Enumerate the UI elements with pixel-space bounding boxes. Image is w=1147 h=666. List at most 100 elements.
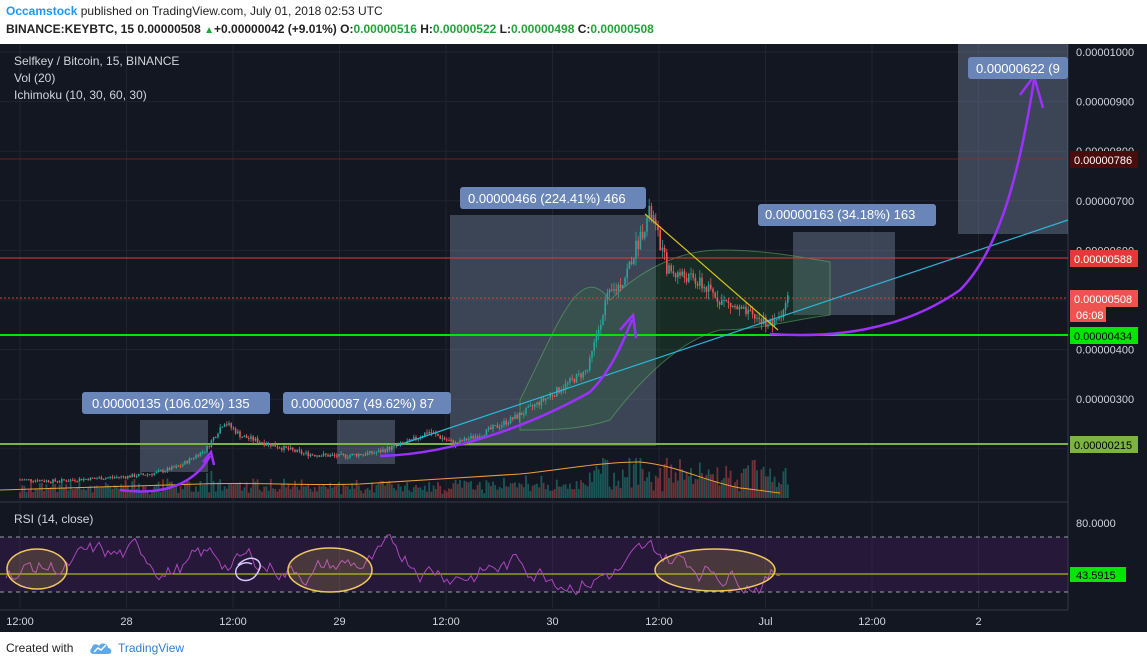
volume-bar (291, 486, 294, 498)
volume-bar (452, 483, 455, 498)
volume-bar (709, 474, 712, 498)
rsi-pane[interactable] (0, 503, 1068, 609)
candle-body (228, 423, 230, 425)
candle-body (195, 455, 197, 459)
volume-bar (307, 483, 310, 498)
candle-body (663, 247, 666, 253)
volume-bar (234, 482, 237, 498)
tradingview-cloud-icon[interactable] (88, 640, 114, 656)
trendline-cyan[interactable] (395, 219, 1069, 447)
chart-canvas[interactable]: 0.00000135 (106.02%) 135 0.00000087 (49.… (0, 44, 1147, 632)
candle-body (424, 432, 426, 437)
candle-body (294, 449, 296, 452)
volume-bar (221, 490, 224, 498)
volume-bar (415, 484, 417, 498)
candle-body (538, 402, 540, 406)
volume-bar (78, 478, 81, 498)
candle-body (307, 452, 309, 457)
measure-label-2: 0.00000087 (49.62%) 87 (291, 396, 434, 411)
trendline-yellow[interactable] (644, 213, 779, 331)
candle-body (186, 461, 188, 464)
volume-bar (646, 477, 648, 498)
candle-body (160, 470, 162, 472)
candle-body (606, 292, 609, 301)
candle-body (681, 271, 683, 276)
volume-bar (465, 481, 468, 498)
volume-bar (604, 459, 607, 498)
candle-body (701, 277, 703, 289)
volume-bar (542, 482, 545, 498)
candle-body (657, 224, 659, 231)
volume-bar (694, 478, 697, 498)
volume-bar (111, 488, 114, 498)
measure-labels: 0.00000135 (106.02%) 135 0.00000087 (49.… (82, 57, 1068, 414)
volume-bar (503, 477, 505, 498)
candle-body (144, 474, 147, 476)
volume-bar (395, 490, 398, 498)
candle-body (721, 300, 723, 305)
high-label: H: (420, 22, 433, 36)
volume-bar (122, 486, 125, 498)
volume-bar (439, 485, 442, 498)
volume-bar (261, 491, 263, 498)
author-link[interactable]: Occamstock (6, 4, 78, 18)
time-axis[interactable]: 12:00 28 12:00 29 12:00 30 12:00 Jul 12:00 2 (6, 616, 981, 628)
volume-bar (43, 490, 46, 498)
candle-body (760, 318, 763, 324)
legend-ichimoku: Ichimoku (10, 30, 60, 30) (14, 88, 147, 102)
volume-bar (522, 487, 525, 498)
legend-rsi: RSI (14, close) (14, 512, 93, 526)
candle-body (193, 458, 195, 460)
candle-body (567, 382, 569, 384)
purple-curve-2 (379, 312, 638, 458)
volume-bar (758, 491, 761, 498)
candle-body (542, 398, 545, 401)
candle-body (285, 445, 287, 448)
candle-body (492, 425, 494, 430)
volume-bar (573, 489, 576, 498)
volume-bar (214, 491, 217, 498)
candle-body (270, 443, 272, 447)
time-tick: 12:00 (6, 616, 34, 628)
candle-body (314, 455, 316, 457)
volume-bar (782, 471, 785, 498)
volume-bar (41, 483, 43, 498)
candle-body (518, 412, 521, 419)
candle-body (349, 455, 351, 458)
candle-body (496, 425, 499, 428)
volume-bar (725, 465, 728, 498)
volume-bar (511, 483, 514, 498)
candle-body (219, 427, 221, 434)
volume-bar (670, 464, 673, 498)
volume-bar (507, 486, 510, 498)
volume-bar (146, 491, 149, 498)
candle-body (19, 479, 21, 481)
candle-body (133, 474, 136, 477)
volume-bar (298, 489, 301, 498)
volume-bar (201, 484, 204, 498)
candle-body (338, 454, 340, 457)
candle-body (553, 396, 556, 398)
volume-bar (124, 480, 127, 498)
candle-body (595, 335, 598, 343)
volume-bar (327, 488, 329, 498)
volume-bar (164, 489, 167, 498)
volume-bar (560, 486, 563, 498)
candle-body (65, 480, 67, 482)
volume-bar (408, 490, 411, 498)
tradingview-brand-link[interactable]: TradingView (118, 641, 185, 655)
volume-bar (727, 477, 730, 498)
volume-bar (426, 491, 428, 498)
volume-bar (701, 473, 703, 498)
candle-body (23, 479, 26, 481)
measure-label-3: 0.00000466 (224.41%) 466 (468, 191, 626, 206)
price-pane[interactable] (0, 44, 1068, 502)
candle-body (487, 427, 490, 430)
volume-bar (404, 485, 406, 498)
volume-bar (153, 486, 156, 498)
volume-bar (89, 485, 92, 498)
candle-body (751, 310, 754, 315)
candle-body (261, 442, 263, 444)
volume-bar (443, 490, 446, 498)
volume-bar (553, 489, 556, 498)
